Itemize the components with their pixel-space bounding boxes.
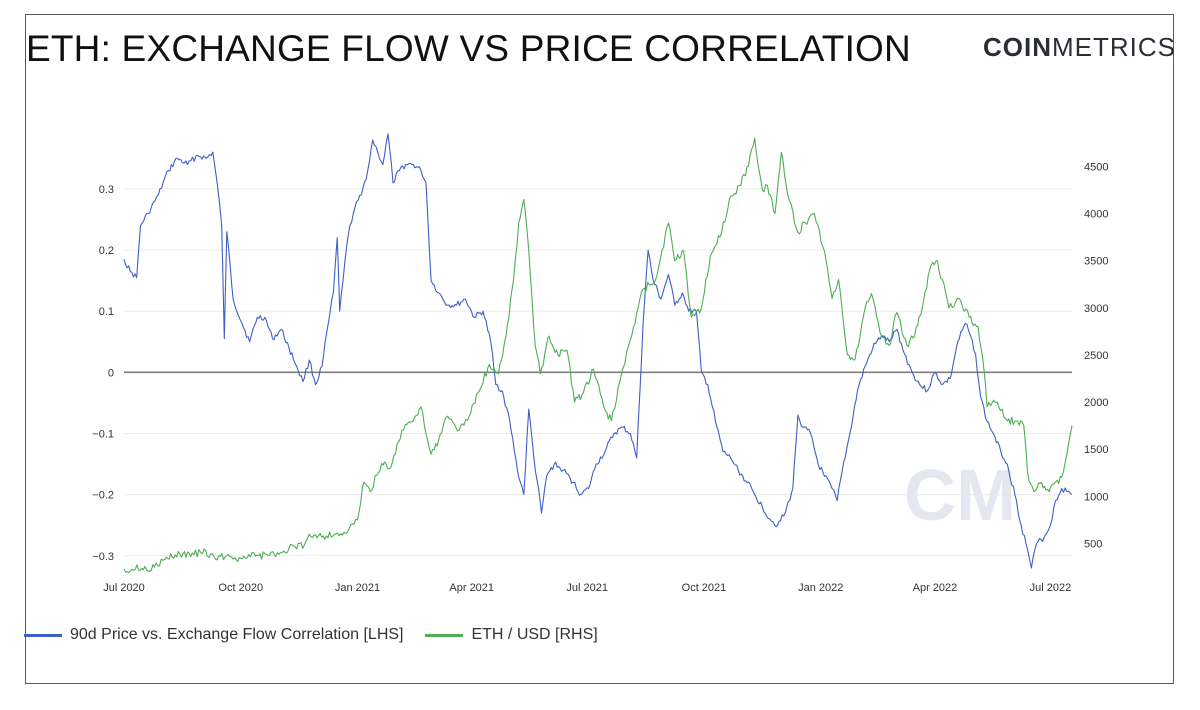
right-tick-label: 3500 bbox=[1084, 256, 1108, 268]
right-tick-label: 2500 bbox=[1084, 350, 1108, 362]
right-tick-label: 2000 bbox=[1084, 397, 1108, 409]
brand-logo-bold: COIN bbox=[983, 32, 1052, 62]
left-tick-label: 0.3 bbox=[99, 184, 114, 196]
brand-logo-light: METRICS bbox=[1052, 32, 1176, 62]
x-tick-label: Jul 2022 bbox=[1030, 582, 1072, 594]
legend-label-price: ETH / USD [RHS] bbox=[471, 626, 598, 643]
legend-swatch-price bbox=[425, 633, 464, 637]
right-axis: 4500 4000 3500 3000 2500 2000 1500 1000 500 bbox=[1084, 161, 1108, 550]
x-tick-label: Jul 2021 bbox=[566, 582, 608, 594]
x-tick-label: Oct 2020 bbox=[218, 582, 263, 594]
brand-logo: COINMETRICS bbox=[983, 32, 1176, 63]
chart-frame bbox=[25, 14, 1174, 684]
legend-item-price[interactable]: ETH / USD [RHS] bbox=[425, 626, 598, 644]
series-line-correlation bbox=[123, 133, 1073, 569]
left-tick-label: 0 bbox=[108, 367, 114, 379]
legend-swatch-correlation bbox=[24, 633, 62, 637]
x-tick-label: Apr 2021 bbox=[449, 582, 494, 594]
grid-lines bbox=[124, 188, 1072, 557]
x-tick-label: Jan 2021 bbox=[335, 582, 380, 594]
left-axis: 0.3 0.2 0.1 0 −0.1 −0.2 −0.3 bbox=[92, 184, 114, 563]
x-tick-label: Apr 2022 bbox=[913, 582, 958, 594]
x-axis: Jul 2020 Oct 2020 Jan 2021 Apr 2021 Jul 2021… bbox=[103, 582, 1071, 594]
legend-item-correlation[interactable]: 90d Price vs. Exchange Flow Correlation … bbox=[24, 626, 403, 644]
series-lines bbox=[123, 133, 1073, 574]
right-tick-label: 4500 bbox=[1084, 161, 1108, 173]
watermark-text: CM bbox=[904, 456, 1016, 536]
x-tick-label: Jan 2022 bbox=[798, 582, 843, 594]
legend-label-correlation: 90d Price vs. Exchange Flow Correlation … bbox=[70, 626, 404, 643]
left-tick-label: −0.3 bbox=[92, 551, 114, 563]
right-tick-label: 3000 bbox=[1084, 303, 1108, 315]
right-tick-label: 1000 bbox=[1084, 491, 1108, 503]
right-tick-label: 4000 bbox=[1084, 209, 1108, 221]
left-tick-label: −0.2 bbox=[92, 490, 114, 502]
left-tick-label: 0.1 bbox=[99, 306, 114, 318]
watermark: CM bbox=[904, 456, 1016, 536]
left-tick-label: −0.1 bbox=[92, 428, 114, 440]
series-line-price bbox=[123, 137, 1073, 574]
x-tick-label: Oct 2021 bbox=[682, 582, 727, 594]
x-tick-label: Jul 2020 bbox=[103, 582, 145, 594]
left-tick-label: 0.2 bbox=[99, 245, 114, 257]
chart-title: ETH: EXCHANGE FLOW VS PRICE CORRELATION bbox=[26, 28, 911, 69]
right-tick-label: 1500 bbox=[1084, 444, 1108, 456]
legend: 90d Price vs. Exchange Flow Correlation … bbox=[24, 626, 620, 644]
right-tick-label: 500 bbox=[1084, 538, 1102, 550]
